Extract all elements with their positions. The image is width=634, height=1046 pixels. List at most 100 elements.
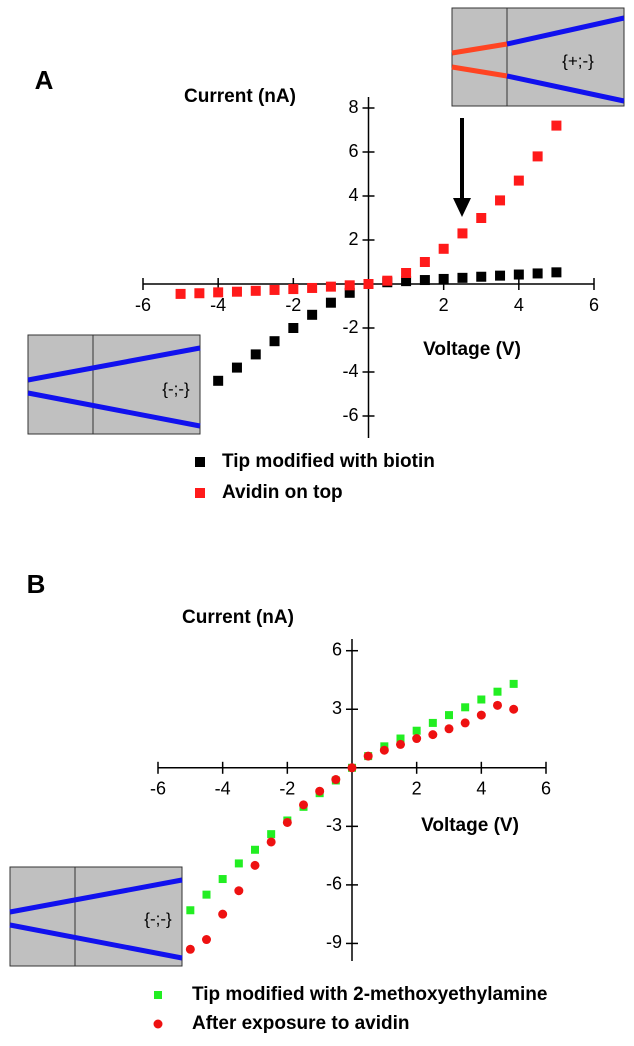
data-point (185, 944, 195, 954)
inset-bottom-a: {-;-} (27, 334, 201, 435)
panel-label: B (27, 569, 46, 599)
data-point (551, 267, 562, 278)
data-point (532, 268, 543, 279)
data-point (175, 288, 186, 299)
x-tick-label: -2 (279, 779, 295, 799)
data-point (493, 687, 502, 696)
inset-line (9, 922, 183, 961)
data-point (438, 243, 449, 254)
y-tick-label: -4 (342, 361, 358, 381)
data-point (513, 269, 524, 280)
data-point (493, 700, 502, 710)
y-tick-label: 3 (332, 698, 342, 718)
x-tick-label: -2 (285, 295, 301, 315)
x-tick-label: 6 (541, 779, 551, 799)
data-point (266, 837, 276, 847)
data-point (495, 195, 506, 206)
data-point (344, 287, 355, 298)
data-point (412, 734, 422, 744)
data-point (476, 213, 487, 223)
x-tick-label: 4 (476, 779, 486, 799)
data-point (445, 711, 453, 720)
legend-marker (153, 1019, 163, 1029)
legend-marker (195, 488, 205, 498)
data-point (428, 718, 437, 727)
data-point (532, 151, 543, 162)
data-point (288, 284, 299, 295)
data-point (347, 763, 357, 773)
inset-line (451, 64, 508, 79)
data-point (231, 362, 242, 373)
x-tick-label: -4 (210, 295, 226, 315)
x-tick-label: -4 (215, 779, 231, 799)
inset-line (506, 15, 625, 47)
data-point (476, 710, 486, 720)
y-tick-label: 6 (348, 141, 358, 161)
legend-marker (154, 991, 162, 999)
inset-line (506, 73, 625, 104)
data-point (250, 860, 260, 870)
legend-label: After exposure to avidin (192, 1013, 410, 1034)
data-point (396, 739, 405, 749)
y-tick-label: -6 (342, 405, 358, 425)
data-point (428, 730, 438, 740)
data-point (419, 257, 430, 267)
inset-label: {-;-} (144, 909, 172, 928)
data-point (315, 786, 325, 796)
data-point (299, 800, 308, 810)
data-point (379, 745, 389, 755)
chart: -6 -4 -2 2 4 6 8 6 4 2 -2 -4 -6 A Current (nA) Voltage … (35, 65, 599, 503)
y-tick-label: 6 (332, 639, 342, 659)
data-point (234, 886, 244, 896)
data-point (444, 724, 454, 734)
data-point (288, 323, 299, 333)
data-point (269, 284, 280, 295)
inset-line (27, 345, 201, 383)
inset-b: {-;-} (9, 866, 183, 967)
y-tick-label: 8 (348, 97, 358, 117)
data-point (438, 273, 449, 284)
legend-label: Avidin on top (222, 482, 343, 503)
arrow-head (453, 198, 471, 217)
data-point (250, 285, 261, 296)
data-point (231, 286, 242, 297)
data-point (401, 268, 412, 278)
chart: -6 -4 -2 2 4 6 6 3 -3 -6 -9 B Current (nA) Voltage (V… (27, 569, 551, 1034)
x-tick-label: -6 (135, 295, 151, 315)
data-point (419, 275, 430, 286)
inset-label: {+;-} (562, 51, 594, 70)
data-point (331, 775, 341, 785)
data-point (218, 875, 227, 884)
data-point (551, 120, 562, 131)
data-point (412, 726, 421, 735)
panel-label: A (35, 65, 54, 95)
x-tick-label: 2 (412, 779, 422, 799)
data-point (234, 859, 243, 868)
data-point (509, 704, 519, 714)
data-point (282, 817, 292, 827)
y-axis-label: Current (nA) (184, 86, 296, 107)
y-tick-label: -3 (326, 815, 342, 835)
data-point (213, 287, 224, 298)
data-point (307, 282, 318, 293)
data-point (202, 890, 211, 899)
data-point (218, 909, 228, 919)
legend-marker (195, 457, 205, 467)
inset-line (27, 390, 201, 429)
data-point (250, 349, 261, 360)
y-tick-label: 2 (348, 229, 358, 249)
data-point (202, 935, 211, 945)
inset-label: {-;-} (162, 379, 190, 398)
x-tick-label: 2 (439, 295, 449, 315)
x-axis-label: Voltage (V) (421, 815, 519, 836)
legend-label: Tip modified with 2-methoxyethylamine (192, 984, 547, 1005)
data-point (513, 175, 524, 186)
data-point (457, 228, 468, 239)
data-point (363, 751, 373, 761)
data-point (477, 695, 486, 704)
data-point (495, 270, 506, 281)
data-point (401, 276, 412, 287)
data-point (194, 288, 205, 299)
